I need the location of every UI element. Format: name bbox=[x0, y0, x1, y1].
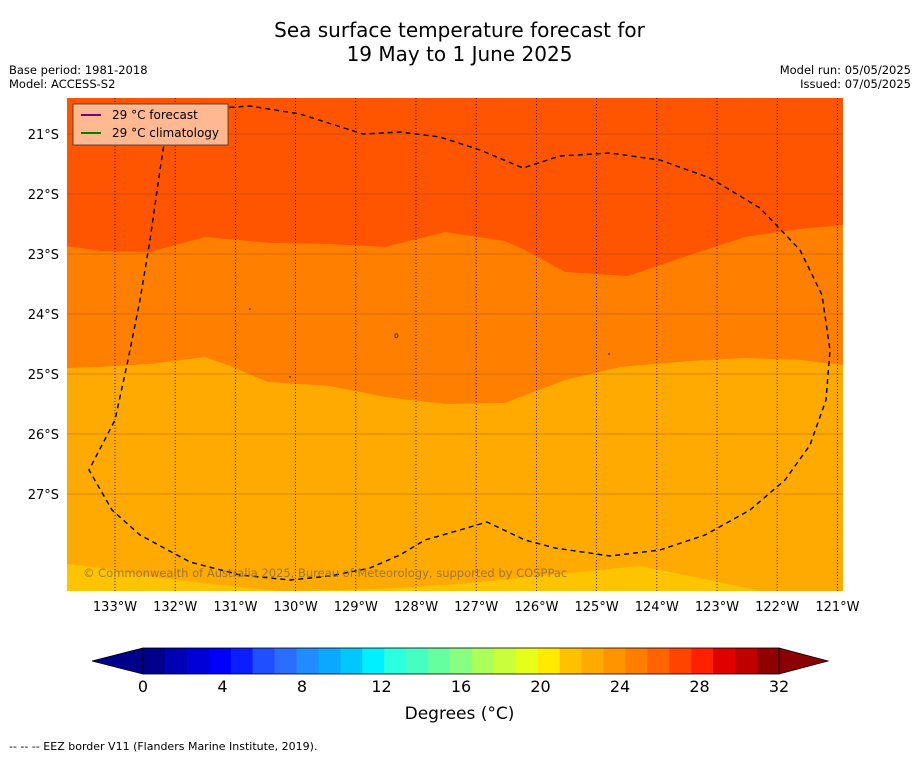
colorbar-cell bbox=[669, 648, 692, 674]
colorbar-cell bbox=[143, 648, 166, 674]
colorbar-tick-label: 28 bbox=[689, 677, 709, 696]
colorbar-tick-label: 8 bbox=[297, 677, 307, 696]
colorbar-cell bbox=[559, 648, 582, 674]
colorbar-cell bbox=[252, 648, 275, 674]
latitude-labels: 21°S 22°S 23°S 24°S 25°S 26°S 27°S bbox=[28, 128, 59, 503]
title-line-1: Sea surface temperature forecast for bbox=[274, 18, 645, 42]
colorbar: 0 4 8 12 16 20 24 28 32 bbox=[91, 647, 830, 696]
colorbar-cell bbox=[230, 648, 253, 674]
model-run-text: Model run: 05/05/2025 bbox=[779, 63, 911, 77]
lon-tick-label: 130°W bbox=[274, 600, 318, 615]
colorbar-cell bbox=[515, 648, 539, 674]
colorbar-tick-label: 4 bbox=[217, 677, 227, 696]
colorbar-min-arrow bbox=[91, 647, 144, 675]
colorbar-cell bbox=[581, 648, 604, 674]
colorbar-cell bbox=[625, 648, 648, 674]
lat-tick-label: 21°S bbox=[28, 128, 59, 143]
colorbar-cell bbox=[757, 648, 780, 674]
colorbar-frame bbox=[142, 647, 780, 675]
legend-background bbox=[72, 103, 229, 146]
colorbar-cell bbox=[603, 648, 626, 674]
issued-text: Issued: 07/05/2025 bbox=[800, 77, 911, 91]
model-text: Model: ACCESS-S2 bbox=[9, 77, 116, 91]
lon-tick-label: 124°W bbox=[635, 600, 679, 615]
lon-tick-label: 126°W bbox=[514, 600, 558, 615]
colorbar-cell bbox=[274, 648, 297, 674]
island-marker bbox=[249, 308, 251, 310]
eez-border bbox=[88, 105, 831, 581]
lon-tick-label: 129°W bbox=[334, 600, 378, 615]
island-marker bbox=[608, 353, 610, 355]
colorbar-cell bbox=[450, 648, 473, 674]
lon-tick-label: 132°W bbox=[153, 600, 197, 615]
colorbar-cell bbox=[318, 648, 341, 674]
colorbar-title: Degrees (°C) bbox=[404, 704, 515, 724]
colorbar-cell bbox=[384, 648, 407, 674]
colorbar-cell bbox=[691, 648, 714, 674]
lon-tick-label: 131°W bbox=[213, 600, 257, 615]
meta-left: Base period: 1981-2018 Model: ACCESS-S2 bbox=[9, 63, 148, 91]
lat-tick-label: 24°S bbox=[28, 308, 59, 323]
title-line-2: 19 May to 1 June 2025 bbox=[346, 42, 573, 66]
sst-field bbox=[67, 98, 843, 591]
graticule bbox=[67, 98, 843, 591]
colorbar-cell bbox=[493, 648, 517, 674]
sst-band-above-29 bbox=[67, 98, 843, 276]
lon-tick-label: 128°W bbox=[394, 600, 438, 615]
colorbar-tick-label: 32 bbox=[769, 677, 789, 696]
lat-tick-label: 23°S bbox=[28, 248, 59, 263]
colorbar-tick-label: 16 bbox=[451, 677, 471, 696]
colorbar-cell bbox=[647, 648, 670, 674]
lat-tick-label: 26°S bbox=[28, 428, 59, 443]
colorbar-cell bbox=[406, 648, 429, 674]
colorbar-cell bbox=[735, 648, 758, 674]
lat-tick-label: 25°S bbox=[28, 368, 59, 383]
islands bbox=[249, 308, 610, 378]
legend-forecast-label: 29 °C forecast bbox=[112, 108, 198, 122]
longitude-labels: 133°W 132°W 131°W 130°W 129°W 128°W 127°W 126°W… bbox=[93, 600, 860, 615]
legend-box: 29 °C forecast 29 °C climatology bbox=[72, 103, 229, 146]
colorbar-cell bbox=[428, 648, 451, 674]
lon-tick-label: 125°W bbox=[575, 600, 619, 615]
lat-tick-label: 27°S bbox=[28, 488, 59, 503]
colorbar-cell bbox=[362, 648, 385, 674]
lat-tick-label: 22°S bbox=[28, 188, 59, 203]
colorbar-cell bbox=[340, 648, 363, 674]
eez-footnote: -- -- -- EEZ border V11 (Flanders Marine… bbox=[9, 740, 318, 753]
legend-climatology-label: 29 °C climatology bbox=[112, 126, 219, 140]
lon-tick-label: 123°W bbox=[695, 600, 739, 615]
lon-tick-label: 122°W bbox=[755, 600, 799, 615]
colorbar-max-arrow bbox=[778, 647, 830, 675]
colorbar-tick-label: 0 bbox=[138, 677, 148, 696]
colorbar-cell bbox=[471, 648, 495, 674]
colorbar-tick-label: 12 bbox=[371, 677, 391, 696]
lon-tick-label: 127°W bbox=[454, 600, 498, 615]
lon-tick-label: 121°W bbox=[815, 600, 859, 615]
meta-right: Model run: 05/05/2025 Issued: 07/05/2025 bbox=[780, 63, 911, 91]
chart-title: Sea surface temperature forecast for 19 … bbox=[0, 18, 919, 66]
colorbar-cell bbox=[296, 648, 319, 674]
island-marker bbox=[289, 376, 291, 378]
colorbar-cell bbox=[713, 648, 736, 674]
colorbar-cell bbox=[208, 648, 232, 674]
colorbar-tick-label: 20 bbox=[530, 677, 550, 696]
colorbar-cell bbox=[537, 648, 560, 674]
colorbar-cell bbox=[164, 648, 188, 674]
lon-tick-label: 133°W bbox=[93, 600, 137, 615]
base-period-text: Base period: 1981-2018 bbox=[9, 63, 148, 77]
colorbar-tick-label: 24 bbox=[610, 677, 630, 696]
colorbar-cell bbox=[186, 648, 210, 674]
island-outline bbox=[394, 333, 399, 339]
copyright-watermark: © Commonwealth of Australia 2025, Bureau… bbox=[83, 566, 567, 580]
